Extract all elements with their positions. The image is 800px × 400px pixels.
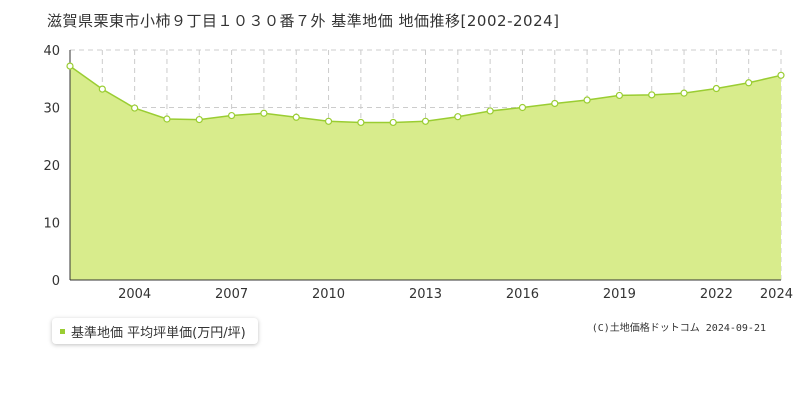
x-tick-label: 2022 <box>700 287 733 302</box>
x-tick-label: 2010 <box>312 287 345 302</box>
data-point <box>680 89 688 97</box>
area-fill <box>70 66 781 280</box>
y-tick-label: 10 <box>43 217 60 232</box>
x-tick-label: 2007 <box>215 287 248 302</box>
data-point <box>131 104 139 112</box>
x-axis-ticks: 2004 2007 2010 2013 2016 2019 2022 2024 <box>118 287 793 302</box>
data-point <box>454 113 462 121</box>
credit-text: (C)土地価格ドットコム 2024-09-21 <box>591 323 766 334</box>
data-point <box>389 118 397 127</box>
y-tick-label: 30 <box>43 102 60 117</box>
data-point <box>777 71 785 79</box>
data-point <box>357 118 365 127</box>
data-point <box>518 103 527 112</box>
data-point <box>227 111 236 120</box>
legend-label: 基準地価 平均坪単価(万円/坪) <box>71 325 246 341</box>
x-tick-label: 2019 <box>603 287 636 302</box>
y-tick-label: 20 <box>43 159 60 174</box>
x-tick-label: 2013 <box>409 287 442 302</box>
data-point <box>648 91 656 99</box>
data-point <box>486 107 494 115</box>
data-point <box>745 79 753 87</box>
data-point <box>421 117 430 125</box>
chart-title: 滋賀県栗東市小柿９丁目１０３０番７外 基準地価 地価推移[2002-2024] <box>47 12 560 30</box>
data-point <box>195 115 203 124</box>
y-tick-label: 0 <box>52 274 60 289</box>
axes <box>69 50 781 281</box>
data-point <box>324 117 333 125</box>
data-point <box>551 99 559 108</box>
data-point <box>615 91 624 100</box>
data-points <box>66 62 785 127</box>
x-tick-label: 2016 <box>506 287 539 302</box>
x-tick-label: 2004 <box>118 287 151 302</box>
legend-swatch <box>60 328 65 334</box>
legend: 基準地価 平均坪単価(万円/坪) <box>52 318 258 344</box>
x-tick-label: 2024 <box>760 287 793 302</box>
data-point <box>66 62 74 70</box>
y-axis-ticks: 0 10 20 30 40 <box>43 44 60 289</box>
data-point <box>260 109 268 117</box>
y-tick-label: 40 <box>43 44 60 59</box>
data-point <box>163 115 171 123</box>
data-point <box>98 85 106 93</box>
data-point <box>712 84 720 93</box>
data-point <box>292 113 300 121</box>
data-point <box>583 96 591 104</box>
